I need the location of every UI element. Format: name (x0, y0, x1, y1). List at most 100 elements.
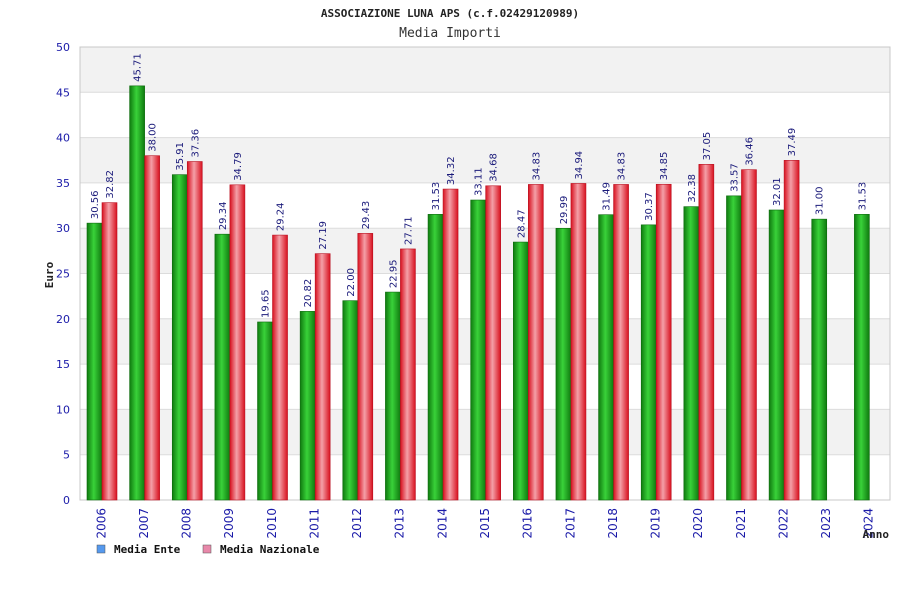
bar-value-label: 31.00 (815, 186, 826, 215)
bar-value-label: 32.38 (687, 174, 698, 203)
bar-value-label: 34.79 (233, 152, 244, 181)
grid-band (80, 47, 890, 93)
bar-value-label: 28.47 (516, 209, 527, 238)
bar-media-ente (768, 209, 785, 501)
x-tick-label: 2018 (606, 508, 620, 539)
x-tick-label: 2022 (776, 508, 790, 539)
y-tick-label: 50 (56, 41, 70, 54)
bar-value-label: 31.49 (602, 182, 613, 211)
y-tick-label: 10 (56, 403, 70, 416)
bar-value-label: 35.91 (175, 142, 186, 171)
bar-media-ente (427, 214, 444, 501)
bar-value-label: 34.83 (617, 152, 628, 181)
bar-media-nazionale (144, 155, 160, 501)
y-tick-label: 40 (56, 132, 70, 145)
x-tick-label: 2011 (307, 508, 321, 539)
bar-media-ente (86, 222, 103, 501)
bar-value-label: 31.53 (431, 182, 442, 211)
legend-swatch-media-ente (96, 544, 106, 554)
chart-subtitle: Media Importi (399, 26, 501, 41)
bar-media-nazionale (655, 183, 672, 501)
bar-media-nazionale (570, 183, 587, 501)
bar-value-label: 33.57 (729, 163, 740, 192)
bar-media-ente (640, 224, 657, 501)
bar-media-nazionale (101, 202, 118, 501)
bar-media-ente (470, 199, 486, 501)
bar-value-label: 34.85 (659, 152, 670, 181)
bar-media-nazionale (314, 253, 331, 501)
x-tick-label: 2021 (734, 508, 748, 539)
bar-media-nazionale (528, 184, 544, 501)
bar-media-nazionale (741, 169, 757, 501)
bar-value-label: 30.37 (644, 192, 655, 221)
bar-value-label: 22.00 (346, 268, 357, 297)
bars (86, 85, 870, 501)
bar-value-label: 30.56 (90, 190, 101, 219)
y-tick-label: 45 (56, 86, 70, 99)
bar-media-nazionale (442, 188, 459, 501)
bar-value-label: 31.53 (857, 182, 868, 211)
bar-media-nazionale (485, 185, 501, 501)
bar-media-nazionale (783, 160, 800, 501)
x-tick-label: 2006 (94, 508, 108, 539)
x-axis: 2006 2007 2008 2009 2010 2011 2012 2013 2014 2015… (94, 508, 875, 539)
y-tick-label: 25 (56, 268, 70, 281)
x-tick-label: 2007 (137, 508, 151, 539)
x-tick-label: 2016 (521, 508, 535, 539)
x-tick-label: 2010 (265, 508, 279, 539)
bar-media-ente (171, 174, 188, 501)
bar-media-ente (726, 195, 742, 501)
y-axis: 0 5 10 15 20 25 30 35 40 45 50 (56, 41, 70, 507)
bar-value-label: 36.46 (744, 137, 755, 166)
bar-value-label: 45.71 (133, 53, 144, 82)
bar-value-label: 29.34 (218, 202, 229, 231)
bar-value-label: 27.19 (318, 221, 329, 250)
y-tick-label: 30 (56, 222, 70, 235)
y-tick-label: 5 (63, 449, 70, 462)
bar-media-ente (811, 218, 828, 501)
x-tick-label: 2013 (393, 508, 407, 539)
bar-value-label: 19.65 (261, 289, 272, 318)
legend-label-media-ente: Media Ente (114, 543, 181, 556)
grid-band (80, 92, 890, 138)
bar-media-ente (513, 241, 529, 501)
bar-value-label: 34.94 (574, 151, 585, 180)
bar-media-ente (214, 233, 231, 501)
bar-media-ente (555, 227, 572, 501)
bar-media-ente (598, 214, 614, 501)
bar-media-ente (257, 321, 273, 501)
y-tick-label: 35 (56, 177, 70, 190)
x-tick-label: 2012 (350, 508, 364, 539)
bar-value-label: 38.00 (148, 123, 159, 152)
bar-value-label: 37.49 (787, 128, 798, 157)
x-tick-label: 2008 (180, 508, 194, 539)
y-tick-label: 15 (56, 358, 70, 371)
bar-value-label: 27.71 (403, 216, 414, 245)
bar-value-label: 34.32 (446, 156, 457, 185)
bar-value-label: 32.01 (772, 177, 783, 206)
x-tick-label: 2017 (563, 508, 577, 539)
bar-media-nazionale (272, 234, 288, 501)
bar-value-label: 29.43 (361, 201, 372, 230)
x-tick-label: 2015 (478, 508, 492, 539)
x-tick-label: 2014 (435, 508, 449, 539)
x-tick-label: 2020 (691, 508, 705, 539)
bar-media-nazionale (698, 164, 715, 501)
legend-label-media-nazionale: Media Nazionale (220, 543, 320, 556)
bar-value-label: 34.68 (489, 153, 500, 182)
bar-value-label: 33.11 (474, 167, 485, 196)
bar-value-label: 32.82 (105, 170, 116, 199)
bar-value-label: 29.99 (559, 196, 570, 225)
bar-media-nazionale (229, 184, 246, 501)
y-tick-label: 20 (56, 313, 70, 326)
x-tick-label: 2019 (649, 508, 663, 539)
bar-value-label: 29.24 (276, 202, 287, 231)
bar-media-ente (129, 85, 145, 501)
bar-media-nazionale (400, 248, 416, 501)
bar-value-label: 20.82 (303, 279, 314, 308)
bar-media-ente (342, 300, 359, 501)
y-tick-label: 0 (63, 494, 70, 507)
bar-value-label: 37.05 (702, 132, 713, 161)
bar-media-nazionale (357, 233, 374, 501)
